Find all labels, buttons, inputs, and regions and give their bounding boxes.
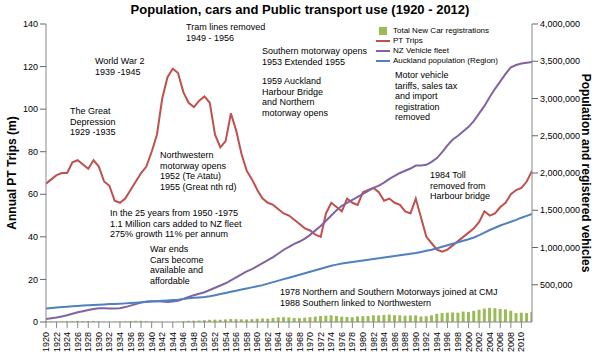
svg-text:1948: 1948 [189, 332, 199, 352]
svg-text:2000: 2000 [464, 332, 474, 352]
svg-text:2006: 2006 [495, 332, 505, 352]
svg-text:2008: 2008 [506, 332, 516, 352]
svg-text:140: 140 [23, 19, 38, 29]
svg-text:1936: 1936 [126, 332, 136, 352]
svg-text:120: 120 [23, 62, 38, 72]
html-text:Auckland population (Region): Auckland population (Region) [393, 56, 498, 65]
html-text:1984 Toll removed from Harbour: 1984 Toll removed from Harbour bridge [430, 170, 490, 201]
svg-text:1960: 1960 [252, 332, 262, 352]
html-text:1959 Auckland Harbour Bridge a: 1959 Auckland Harbour Bridge and Norther… [262, 76, 328, 118]
svg-text:1966: 1966 [284, 332, 294, 352]
svg-text:1984: 1984 [379, 332, 389, 352]
svg-text:1932: 1932 [104, 332, 114, 352]
svg-text:1996: 1996 [442, 332, 452, 352]
html-text:Southern motorway opens 1953 E: Southern motorway opens 1953 Extended 19… [262, 46, 368, 67]
svg-text:40: 40 [28, 232, 38, 242]
svg-text:Population and registered vehi: Population and registered vehicles [579, 74, 592, 273]
html-text:Population, cars and Public tr: Population, cars and Public transport us… [130, 2, 470, 17]
svg-text:1956: 1956 [231, 332, 241, 352]
svg-text:1922: 1922 [52, 332, 62, 352]
svg-text:1972: 1972 [316, 332, 326, 352]
svg-text:1926: 1926 [73, 332, 83, 352]
html-text:War ends Cars become available: War ends Cars become available and affor… [150, 244, 204, 286]
svg-text:3,000,000: 3,000,000 [540, 94, 580, 104]
svg-text:2,000,000: 2,000,000 [540, 168, 580, 178]
svg-text:1970: 1970 [305, 332, 315, 352]
html-text:World War 2 1939 -1945: World War 2 1939 -1945 [95, 56, 145, 77]
svg-text:1978: 1978 [347, 332, 357, 352]
svg-text:1980: 1980 [358, 332, 368, 352]
svg-text:4,000,000: 4,000,000 [540, 19, 580, 29]
svg-text:3,500,000: 3,500,000 [540, 56, 580, 66]
html-text:Northwestern motorway opens 19: Northwestern motorway opens 1952 (Te Ata… [160, 150, 237, 192]
svg-text:1992: 1992 [421, 332, 431, 352]
html-text:Total New Car registrations: Total New Car registrations [393, 26, 489, 35]
svg-text:Annual PT Trips (m): Annual PT Trips (m) [8, 116, 19, 229]
svg-text:1946: 1946 [178, 332, 188, 352]
svg-text:2,500,000: 2,500,000 [540, 131, 580, 141]
svg-text:1942: 1942 [157, 332, 167, 352]
svg-text:1930: 1930 [94, 332, 104, 352]
html-text:The Great Depression 1929 -193: The Great Depression 1929 -1935 [70, 106, 116, 137]
svg-text:1976: 1976 [337, 332, 347, 352]
svg-text:1952: 1952 [210, 332, 220, 352]
svg-text:1958: 1958 [242, 332, 252, 352]
svg-text:80: 80 [28, 147, 38, 157]
html-text:NZ Vehicle fleet: NZ Vehicle fleet [393, 46, 449, 55]
svg-text:1988: 1988 [400, 332, 410, 352]
svg-text:1990: 1990 [411, 332, 421, 352]
svg-text:1944: 1944 [168, 332, 178, 352]
svg-text:20: 20 [28, 275, 38, 285]
svg-text:1,500,000: 1,500,000 [540, 205, 580, 215]
svg-text:1920: 1920 [41, 332, 51, 352]
svg-text:1934: 1934 [115, 332, 125, 352]
svg-text:2004: 2004 [485, 332, 495, 352]
svg-text:1998: 1998 [453, 332, 463, 352]
svg-text:1954: 1954 [221, 332, 231, 352]
svg-text:1968: 1968 [295, 332, 305, 352]
html-text:1978 Northern and Southern Mot: 1978 Northern and Southern Motorways joi… [280, 287, 498, 308]
svg-text:1928: 1928 [83, 332, 93, 352]
svg-text:100: 100 [23, 104, 38, 114]
svg-text:1940: 1940 [147, 332, 157, 352]
html-text:PT Trips: PT Trips [393, 36, 423, 45]
html-text:Tram lines removed 1949 - 1956: Tram lines removed 1949 - 1956 [186, 22, 266, 43]
svg-text:60: 60 [28, 189, 38, 199]
svg-text:500,000: 500,000 [540, 280, 573, 290]
svg-text:1938: 1938 [136, 332, 146, 352]
svg-text:1986: 1986 [390, 332, 400, 352]
svg-text:2002: 2002 [474, 332, 484, 352]
html-text:Motor vehicle tariffs, sales t: Motor vehicle tariffs, sales tax and imp… [395, 70, 458, 122]
html-text:In the 25 years from 1950 -197: In the 25 years from 1950 -1975 1.1 Mill… [110, 208, 242, 239]
svg-text:1974: 1974 [326, 332, 336, 352]
svg-text:1924: 1924 [62, 332, 72, 352]
svg-text:0: 0 [33, 317, 38, 327]
svg-text:1994: 1994 [432, 332, 442, 352]
svg-text:2010: 2010 [516, 332, 526, 352]
svg-text:1962: 1962 [263, 332, 273, 352]
svg-text:1982: 1982 [369, 332, 379, 352]
svg-text:1964: 1964 [273, 332, 283, 352]
svg-text:1,000,000: 1,000,000 [540, 243, 580, 253]
svg-text:1950: 1950 [199, 332, 209, 352]
